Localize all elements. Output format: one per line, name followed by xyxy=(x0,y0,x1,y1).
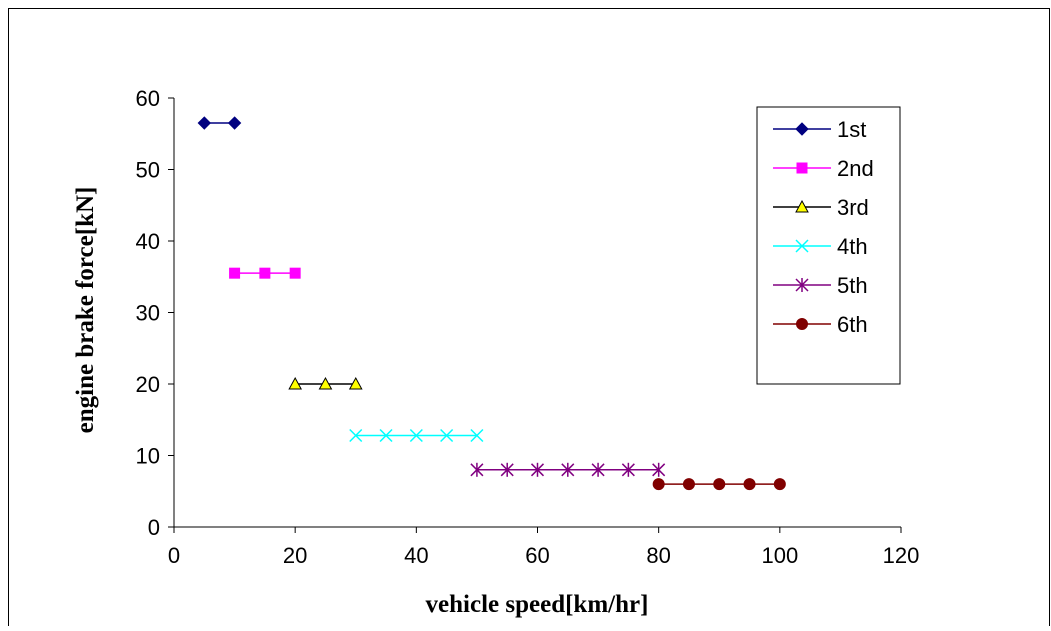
legend-label: 5th xyxy=(837,273,868,298)
x-tick-label: 20 xyxy=(283,543,307,568)
data-point xyxy=(713,478,726,491)
series-2 xyxy=(229,267,301,279)
series-3 xyxy=(288,376,363,390)
legend-marker xyxy=(796,318,808,330)
data-point xyxy=(561,462,575,477)
data-point xyxy=(652,462,666,477)
data-point xyxy=(409,428,423,443)
data-point xyxy=(197,116,211,130)
legend-marker xyxy=(796,162,808,174)
data-point xyxy=(288,376,303,390)
x-tick-label: 100 xyxy=(761,543,798,568)
legend-item: 6th xyxy=(773,312,868,337)
legend-label: 4th xyxy=(837,234,868,259)
legend-item: 2nd xyxy=(773,156,874,181)
data-point xyxy=(229,267,241,279)
data-point xyxy=(440,428,454,443)
y-tick-label: 30 xyxy=(136,301,160,326)
legend-marker xyxy=(795,199,809,213)
data-point xyxy=(259,267,271,279)
legend-item: 3rd xyxy=(773,195,869,220)
data-point xyxy=(227,116,242,130)
legend: 1st 2nd 3rd 4th 5th 6th xyxy=(756,106,901,385)
y-tick-label: 60 xyxy=(136,86,160,111)
data-point xyxy=(743,478,756,491)
data-point xyxy=(591,462,605,477)
x-axis-title: vehicle speed[km/hr] xyxy=(426,591,649,618)
tick-labels: 0 20 40 60 80 100 120 0 10 20 30 40 50 60 xyxy=(136,86,920,568)
data-point xyxy=(773,478,786,491)
data-point xyxy=(348,376,363,390)
data-point xyxy=(470,428,484,443)
data-point xyxy=(379,428,393,443)
series-4 xyxy=(349,428,484,443)
y-tick-label: 40 xyxy=(136,229,160,254)
data-point xyxy=(289,267,301,279)
x-tick-label: 60 xyxy=(525,543,549,568)
data-point xyxy=(318,376,333,390)
data-point xyxy=(682,478,695,491)
series-1 xyxy=(197,116,242,130)
series-layer xyxy=(197,116,786,491)
x-tick-label: 80 xyxy=(646,543,670,568)
x-tick-label: 120 xyxy=(883,543,920,568)
x-tick-label: 0 xyxy=(168,543,180,568)
y-tick-label: 20 xyxy=(136,372,160,397)
y-axis-title: engine brake force[kN] xyxy=(72,187,99,434)
data-point xyxy=(470,462,484,477)
legend-item: 1st xyxy=(773,117,866,142)
y-tick-label: 0 xyxy=(148,515,160,540)
legend-label: 6th xyxy=(837,312,868,337)
legend-item: 4th xyxy=(773,234,868,259)
legend-marker xyxy=(795,122,809,136)
legend-marker xyxy=(795,278,809,292)
data-point xyxy=(530,462,545,477)
legend-label: 3rd xyxy=(837,195,869,220)
y-tick-label: 10 xyxy=(136,444,160,469)
series-6 xyxy=(652,478,786,491)
legend-label: 2nd xyxy=(837,156,874,181)
legend-item: 5th xyxy=(773,273,868,298)
x-tick-label: 40 xyxy=(404,543,428,568)
series-5 xyxy=(470,462,666,477)
data-point xyxy=(349,428,363,443)
legend-label: 1st xyxy=(837,117,866,142)
data-point xyxy=(621,462,635,477)
y-tick-label: 50 xyxy=(136,158,160,183)
data-point xyxy=(652,478,665,491)
data-point xyxy=(500,462,514,477)
legend-marker xyxy=(795,239,809,253)
axes xyxy=(168,97,902,533)
